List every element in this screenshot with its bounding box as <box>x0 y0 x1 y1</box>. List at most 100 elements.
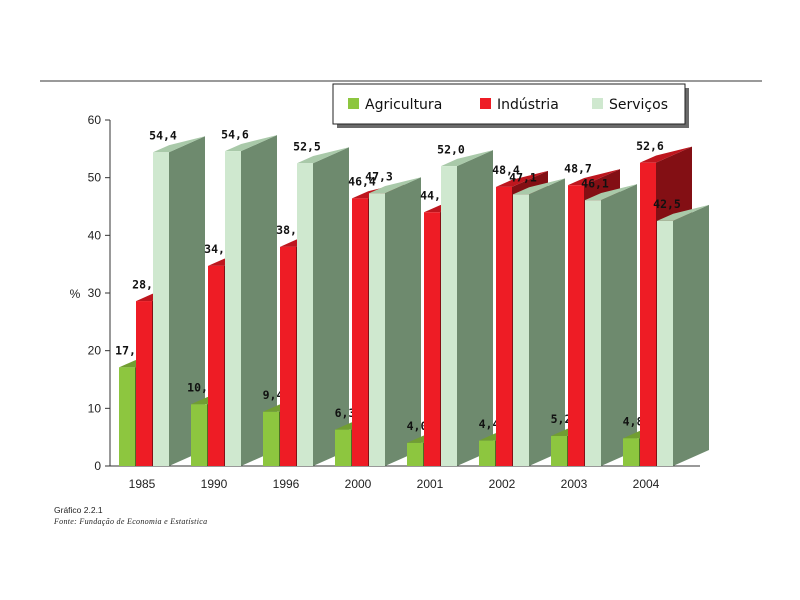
data-label-industria-2002: 48,4 <box>492 163 520 177</box>
bar-servicos-2004 <box>657 204 709 466</box>
bar-front <box>513 194 529 466</box>
bar-front <box>496 186 512 467</box>
bar-top <box>657 204 709 221</box>
bar-top <box>496 170 548 187</box>
data-label-industria-2000: 46,4 <box>348 175 376 189</box>
legend-label-industria: Indústria <box>497 97 559 113</box>
bar-top <box>225 135 277 152</box>
bar-top <box>568 169 620 186</box>
bar-servicos-2003 <box>585 184 637 466</box>
bar-side <box>169 136 205 466</box>
figure-number: Gráfico 2.2.1 <box>54 505 103 515</box>
legend-swatch-agricultura <box>348 98 359 109</box>
y-tick-label: 30 <box>88 286 102 300</box>
bar-front <box>191 404 207 466</box>
data-label-industria-1990: 34,7 <box>204 242 232 256</box>
data-label-industria-2004: 52,6 <box>636 139 664 153</box>
bar-front <box>407 442 423 466</box>
y-tick-label: 20 <box>88 344 102 358</box>
bar-front <box>119 367 135 466</box>
y-tick-label: 50 <box>88 171 102 185</box>
bar-front <box>568 185 584 466</box>
x-axis: 1985 1990 1996 2000 2001 2002 2003 2004 <box>129 477 660 491</box>
bar-front <box>441 166 457 466</box>
bar-front <box>225 151 241 466</box>
data-label-agricultura-2003: 5,2 <box>551 412 572 426</box>
bar-front <box>263 411 279 466</box>
y-tick-label: 60 <box>88 113 102 127</box>
bar-side <box>673 204 709 466</box>
data-label-industria-2003: 48,7 <box>564 161 592 175</box>
figure-source: Fonte: Fundação de Economia e Estatístic… <box>54 517 208 526</box>
bar-side <box>529 178 565 466</box>
data-label-agricultura-1990: 10,7 <box>187 380 215 394</box>
bar-front <box>335 429 351 466</box>
bar-front <box>352 198 368 466</box>
legend: Agricultura Indústria Serviços <box>332 83 689 128</box>
bar-side <box>241 135 277 466</box>
bar-top <box>369 177 421 194</box>
data-label-industria-1996: 38,0 <box>276 223 304 237</box>
bar-servicos-2002 <box>513 178 565 466</box>
legend-label-agricultura: Agricultura <box>365 97 442 113</box>
y-tick-label: 40 <box>88 228 102 242</box>
bar-front <box>424 212 440 466</box>
bar-front <box>153 152 169 466</box>
bar-servicos-2000 <box>369 177 421 466</box>
data-label-servicos-1990: 54,6 <box>221 127 249 141</box>
legend-swatch-servicos <box>592 98 603 109</box>
bar-front <box>136 301 152 466</box>
data-label-servicos-1985: 54,4 <box>149 128 177 142</box>
legend-box <box>332 83 686 125</box>
figure-caption: Gráfico 2.2.1 Fonte: Fundação de Economi… <box>54 505 207 527</box>
data-label-servicos-2001: 52,0 <box>437 142 465 156</box>
data-label-servicos-2000: 47,3 <box>365 169 393 183</box>
x-tick-label: 1985 <box>129 477 156 491</box>
bar-side <box>457 150 493 466</box>
x-tick-label: 2002 <box>489 477 516 491</box>
y-tick-label: 10 <box>88 401 102 415</box>
bar-servicos-2001 <box>441 150 493 466</box>
bar-side <box>313 147 349 466</box>
bar-front <box>297 163 313 466</box>
bar-top <box>513 178 565 195</box>
bar-servicos-1985 <box>153 136 205 466</box>
data-label-servicos-2003: 46,1 <box>581 176 609 190</box>
bar-front <box>551 436 567 466</box>
x-tick-label: 1996 <box>273 477 300 491</box>
data-label-industria-2001: 44,0 <box>420 188 448 202</box>
bar-front <box>280 246 296 466</box>
data-label-servicos-2004: 42,5 <box>653 197 681 211</box>
bar-front <box>208 265 224 466</box>
bar-front <box>623 438 639 466</box>
data-label-agricultura-1985: 17,1 <box>115 344 143 358</box>
y-tick-label: 0 <box>94 459 101 473</box>
x-tick-label: 2000 <box>345 477 372 491</box>
bar-top <box>640 146 692 163</box>
bar-front <box>479 440 495 466</box>
bar-top <box>585 184 637 201</box>
bar-side <box>601 184 637 466</box>
bar-top <box>297 147 349 164</box>
x-tick-label: 2001 <box>417 477 444 491</box>
x-tick-label: 1990 <box>201 477 228 491</box>
legend-label-servicos: Serviços <box>609 97 668 113</box>
data-label-agricultura-2004: 4,8 <box>623 415 644 429</box>
bar-servicos-1990 <box>225 135 277 466</box>
data-label-agricultura-2000: 6,3 <box>335 406 356 420</box>
data-label-agricultura-2001: 4,0 <box>407 419 428 433</box>
data-label-agricultura-2002: 4,4 <box>479 417 500 431</box>
bar-servicos-1996 <box>297 147 349 466</box>
bar-front <box>369 193 385 466</box>
y-axis-label: % <box>70 287 81 301</box>
bar-front <box>585 200 601 466</box>
bar-top <box>441 150 493 167</box>
x-tick-label: 2004 <box>633 477 660 491</box>
legend-swatch-industria <box>480 98 491 109</box>
data-label-industria-1985: 28,6 <box>132 277 160 291</box>
data-label-servicos-1996: 52,5 <box>293 139 321 153</box>
bar-front <box>640 162 656 466</box>
bar-front <box>657 220 673 466</box>
x-tick-label: 2003 <box>561 477 588 491</box>
